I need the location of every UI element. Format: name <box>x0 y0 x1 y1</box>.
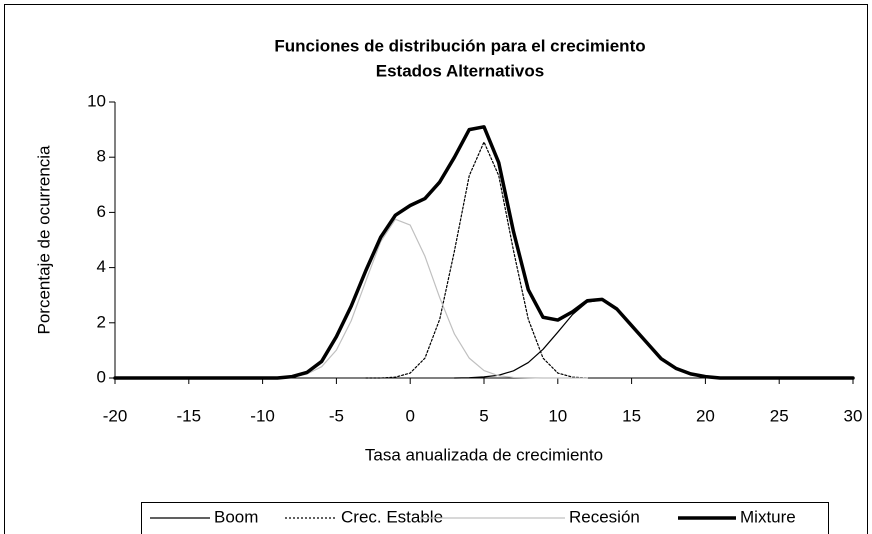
y-axis-label: Porcentaje de ocurrencia <box>34 145 53 335</box>
x-tick-label: 25 <box>770 406 789 425</box>
y-tick-label: 10 <box>87 91 106 110</box>
x-tick-label: 15 <box>622 406 641 425</box>
y-tick-label: 8 <box>97 147 106 166</box>
chart-border <box>4 4 868 534</box>
x-tick-label: -5 <box>329 406 344 425</box>
series-line <box>365 141 588 379</box>
legend-label: Mixture <box>740 507 796 526</box>
legend-label: Crec. Estable <box>341 507 443 526</box>
x-tick-label: -10 <box>250 406 275 425</box>
x-tick-label: 0 <box>405 406 414 425</box>
series-line <box>276 218 588 379</box>
x-tick-label: 5 <box>479 406 488 425</box>
chart-title: Funciones de distribución para el crecim… <box>274 36 645 55</box>
x-tick-label: 30 <box>844 406 863 425</box>
x-tick-label: -20 <box>103 406 128 425</box>
chart-subtitle: Estados Alternativos <box>376 61 544 80</box>
y-tick-label: 6 <box>97 202 106 221</box>
legend-label: Boom <box>214 507 258 526</box>
y-tick-label: 2 <box>97 312 106 331</box>
legend-label: Recesión <box>569 507 640 526</box>
x-tick-label: 20 <box>696 406 715 425</box>
x-tick-label: -15 <box>177 406 202 425</box>
x-axis-label: Tasa anualizada de crecimiento <box>365 445 603 464</box>
y-tick-label: 4 <box>97 257 106 276</box>
y-tick-label: 0 <box>97 367 106 386</box>
series-line <box>113 125 855 380</box>
x-tick-label: 10 <box>548 406 567 425</box>
